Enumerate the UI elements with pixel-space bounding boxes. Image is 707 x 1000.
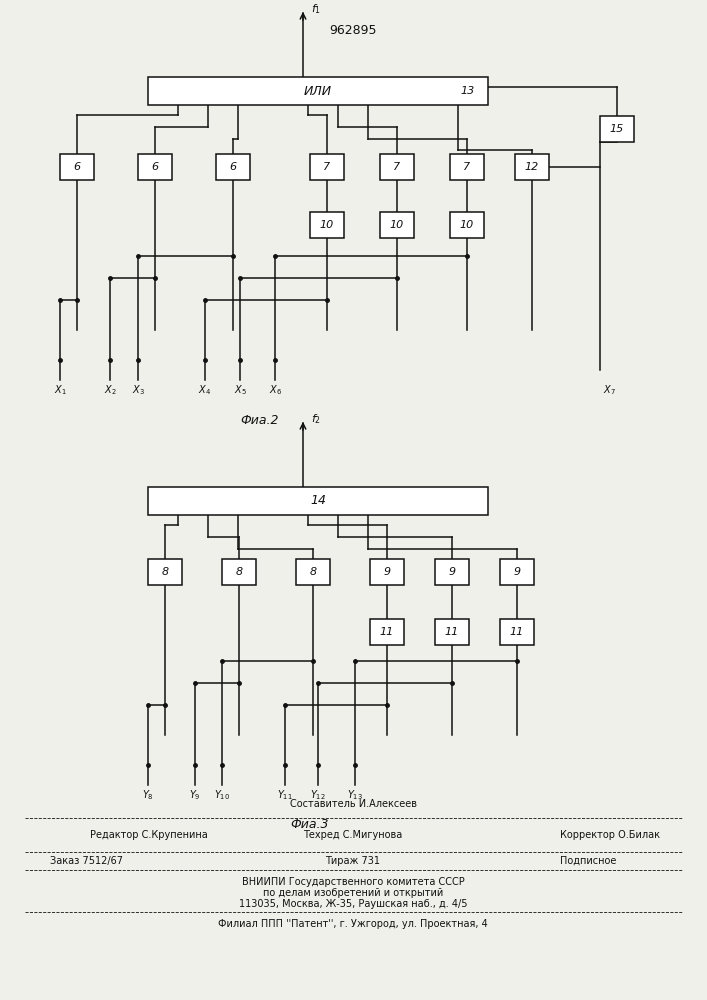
Bar [450,212,484,238]
Text: 13: 13 [461,86,475,96]
Text: 7: 7 [463,162,471,172]
Bar [222,559,256,585]
Text: Заказ 7512/67: Заказ 7512/67 [50,856,123,866]
Text: Составитель И.Алексеев: Составитель И.Алексеев [289,799,416,809]
Text: по делам изобретений и открытий: по делам изобретений и открытий [263,888,443,898]
Text: 8: 8 [310,567,317,577]
Text: Фиа.2: Фиа.2 [241,414,279,426]
Bar [380,154,414,180]
Text: $Y_{10}$: $Y_{10}$ [214,788,230,802]
Text: $Y_{12}$: $Y_{12}$ [310,788,326,802]
Text: 14: 14 [310,494,326,508]
Text: 12: 12 [525,162,539,172]
Bar [435,559,469,585]
Text: $Y_{11}$: $Y_{11}$ [277,788,293,802]
Bar [216,154,250,180]
Text: 7: 7 [323,162,331,172]
Bar [310,212,344,238]
Text: $X_{1}$: $X_{1}$ [54,383,66,397]
Text: 11: 11 [380,627,394,637]
Text: $f_2$: $f_2$ [311,412,321,426]
Bar [450,154,484,180]
Text: 8: 8 [161,567,168,577]
Bar [380,212,414,238]
Bar [310,154,344,180]
Text: ИЛИ: ИЛИ [304,85,332,98]
Text: $X_7$: $X_7$ [603,383,616,397]
Text: Подписное: Подписное [560,856,617,866]
Text: 9: 9 [448,567,455,577]
Text: 11: 11 [510,627,524,637]
Text: 10: 10 [460,220,474,230]
Bar [148,559,182,585]
Text: $X_{3}$: $X_{3}$ [132,383,144,397]
Text: 9: 9 [383,567,390,577]
Text: $X_{6}$: $X_{6}$ [269,383,281,397]
Text: 6: 6 [74,162,81,172]
Bar [370,619,404,645]
Text: $Y_{13}$: $Y_{13}$ [347,788,363,802]
Text: Тираж 731: Тираж 731 [325,856,380,866]
Text: 11: 11 [445,627,459,637]
Bar [138,154,172,180]
Text: 113035, Москва, Ж-35, Раушская наб., д. 4/5: 113035, Москва, Ж-35, Раушская наб., д. … [239,899,467,909]
Text: 7: 7 [393,162,401,172]
Text: 962895: 962895 [329,23,377,36]
Text: Корректор О.Билак: Корректор О.Билак [560,830,660,840]
Text: 6: 6 [230,162,237,172]
Text: 8: 8 [235,567,243,577]
Text: Фиа.3: Фиа.3 [291,818,329,832]
Text: 9: 9 [513,567,520,577]
Text: Филиал ППП ''Патент'', г. Ужгород, ул. Проектная, 4: Филиал ППП ''Патент'', г. Ужгород, ул. П… [218,919,488,929]
Text: Редактор С.Крупенина: Редактор С.Крупенина [90,830,208,840]
Text: $X_{5}$: $X_{5}$ [233,383,247,397]
Text: 6: 6 [151,162,158,172]
Bar [148,77,488,105]
Bar [148,487,488,515]
Bar [60,154,94,180]
Text: $Y_{8}$: $Y_{8}$ [142,788,154,802]
Text: 10: 10 [390,220,404,230]
Text: $f_1$: $f_1$ [311,2,321,16]
Bar [296,559,330,585]
Bar [370,559,404,585]
Text: $X_{2}$: $X_{2}$ [104,383,117,397]
Text: 15: 15 [610,124,624,134]
Bar [600,116,634,142]
Text: 10: 10 [320,220,334,230]
Text: $Y_{9}$: $Y_{9}$ [189,788,201,802]
Bar [500,559,534,585]
Bar [435,619,469,645]
Text: Техред С.Мигунова: Техред С.Мигунова [303,830,402,840]
Bar [500,619,534,645]
Text: $X_{4}$: $X_{4}$ [199,383,211,397]
Bar [515,154,549,180]
Text: ВНИИПИ Государственного комитета СССР: ВНИИПИ Государственного комитета СССР [242,877,464,887]
